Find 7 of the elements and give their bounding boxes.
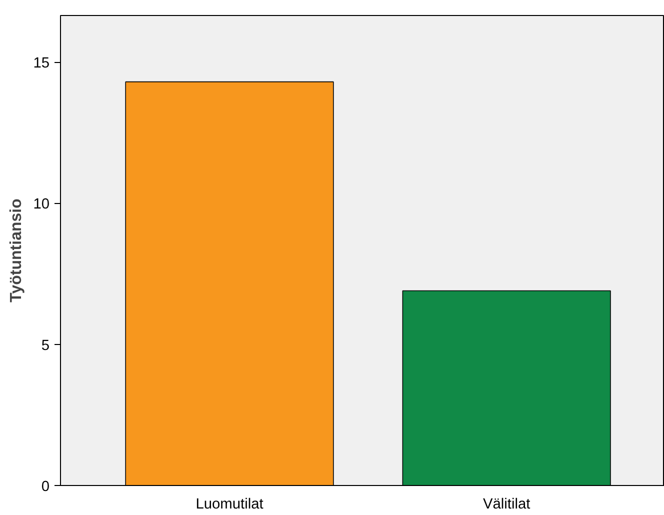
y-tick-label: 5 <box>41 338 50 354</box>
y-tick-label: 0 <box>41 479 50 495</box>
y-tick-label: 15 <box>33 56 50 72</box>
y-tick-label: 10 <box>33 196 50 213</box>
x-tick-label: Välitilat <box>482 496 530 512</box>
y-axis-title: Työtuntiansio <box>8 198 26 302</box>
x-tick-label: Luomutilat <box>196 496 264 512</box>
